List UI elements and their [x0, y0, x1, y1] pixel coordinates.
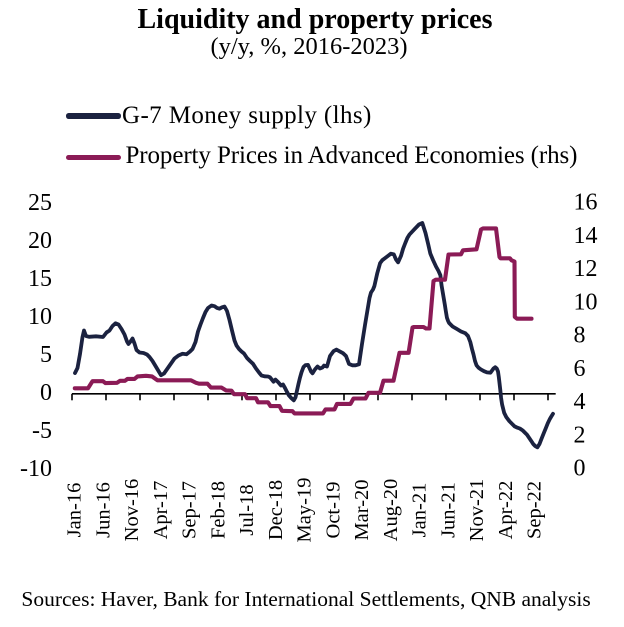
svg-text:Sep-22: Sep-22: [524, 481, 546, 539]
svg-text:Nov-16: Nov-16: [121, 479, 143, 542]
svg-text:Oct-19: Oct-19: [322, 482, 344, 539]
svg-text:Jun-21: Jun-21: [437, 482, 459, 538]
svg-text:0: 0: [574, 456, 586, 482]
svg-text:May-19: May-19: [294, 478, 316, 543]
svg-text:Aug-20: Aug-20: [380, 479, 402, 542]
svg-text:Sep-17: Sep-17: [179, 481, 201, 539]
svg-text:15: 15: [28, 266, 52, 292]
svg-text:16: 16: [574, 190, 598, 216]
svg-text:Jan-21: Jan-21: [409, 483, 431, 538]
svg-text:Jan-16: Jan-16: [64, 483, 86, 538]
svg-text:Jul-18: Jul-18: [236, 484, 258, 535]
svg-text:Apr-17: Apr-17: [150, 481, 172, 540]
svg-text:10: 10: [574, 289, 598, 315]
svg-text:8: 8: [574, 323, 586, 349]
svg-text:-5: -5: [32, 418, 52, 444]
svg-text:6: 6: [574, 356, 586, 382]
svg-text:Dec-18: Dec-18: [265, 480, 287, 540]
svg-text:Jun-16: Jun-16: [92, 482, 114, 538]
svg-text:Nov-21: Nov-21: [466, 479, 488, 542]
svg-text:5: 5: [40, 342, 52, 368]
svg-text:Apr-22: Apr-22: [495, 481, 517, 540]
svg-text:Mar-20: Mar-20: [351, 479, 373, 540]
svg-text:0: 0: [40, 380, 52, 406]
svg-text:14: 14: [574, 223, 598, 249]
svg-text:-10: -10: [20, 456, 52, 482]
svg-text:Feb-18: Feb-18: [207, 481, 229, 539]
svg-text:10: 10: [28, 304, 52, 330]
svg-text:4: 4: [574, 389, 586, 415]
svg-text:20: 20: [28, 228, 52, 254]
svg-text:12: 12: [574, 256, 598, 282]
svg-text:25: 25: [28, 190, 52, 216]
svg-text:2: 2: [574, 422, 586, 448]
